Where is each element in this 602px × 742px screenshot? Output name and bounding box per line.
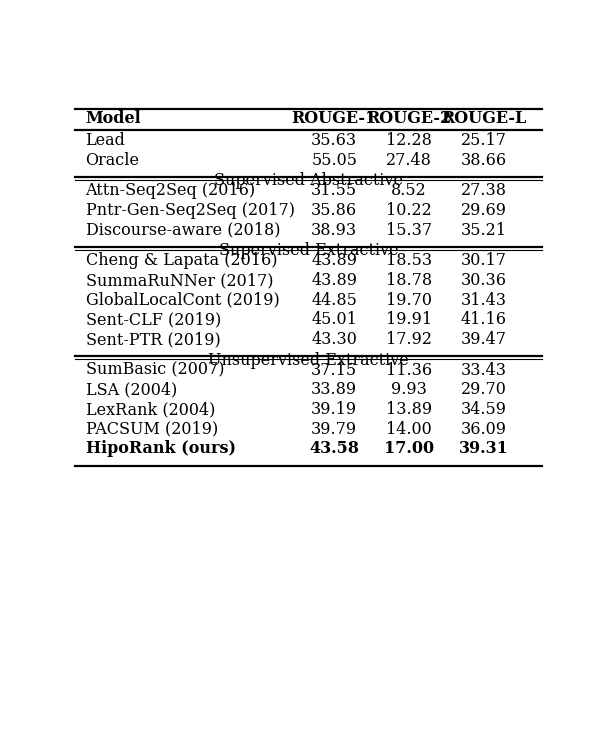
Text: 29.69: 29.69	[461, 202, 506, 219]
Text: 31.43: 31.43	[461, 292, 506, 309]
Text: 43.89: 43.89	[311, 272, 357, 289]
Text: 39.47: 39.47	[461, 331, 506, 348]
Text: 14.00: 14.00	[386, 421, 432, 438]
Text: 44.85: 44.85	[311, 292, 357, 309]
Text: 41.16: 41.16	[461, 312, 506, 328]
Text: LexRank (2004): LexRank (2004)	[85, 401, 215, 418]
Text: Discourse-aware (2018): Discourse-aware (2018)	[85, 222, 280, 239]
Text: 18.78: 18.78	[386, 272, 432, 289]
Text: ROUGE-L: ROUGE-L	[441, 111, 526, 127]
Text: 39.31: 39.31	[459, 441, 509, 457]
Text: Sent-PTR (2019): Sent-PTR (2019)	[85, 331, 220, 348]
Text: Attn-Seq2Seq (2016): Attn-Seq2Seq (2016)	[85, 183, 256, 199]
Text: 30.36: 30.36	[461, 272, 506, 289]
Text: 33.89: 33.89	[311, 381, 357, 398]
Text: Model: Model	[85, 111, 141, 127]
Text: Unsupervised Extractive: Unsupervised Extractive	[208, 352, 409, 369]
Text: 8.52: 8.52	[391, 183, 427, 199]
Text: 43.89: 43.89	[311, 252, 357, 269]
Text: 19.91: 19.91	[386, 312, 432, 328]
Text: 30.17: 30.17	[461, 252, 506, 269]
Text: 37.15: 37.15	[311, 361, 357, 378]
Text: 27.38: 27.38	[461, 183, 506, 199]
Text: HipoRank (ours): HipoRank (ours)	[85, 441, 235, 457]
Text: Sent-CLF (2019): Sent-CLF (2019)	[85, 312, 221, 328]
Text: 25.17: 25.17	[461, 132, 506, 149]
Text: Supervised Abstractive: Supervised Abstractive	[214, 172, 403, 189]
Text: ROUGE-2: ROUGE-2	[366, 111, 452, 127]
Text: 43.58: 43.58	[309, 441, 359, 457]
Text: 18.53: 18.53	[386, 252, 432, 269]
Text: 43.30: 43.30	[311, 331, 357, 348]
Text: 9.93: 9.93	[391, 381, 427, 398]
Text: 29.70: 29.70	[461, 381, 506, 398]
Text: 36.09: 36.09	[461, 421, 506, 438]
Text: 10.22: 10.22	[386, 202, 432, 219]
Text: 12.28: 12.28	[386, 132, 432, 149]
Text: 38.66: 38.66	[461, 151, 506, 168]
Text: 35.63: 35.63	[311, 132, 357, 149]
Text: 34.59: 34.59	[461, 401, 506, 418]
Text: 17.00: 17.00	[383, 441, 434, 457]
Text: 27.48: 27.48	[386, 151, 432, 168]
Text: Oracle: Oracle	[85, 151, 140, 168]
Text: 13.89: 13.89	[386, 401, 432, 418]
Text: LSA (2004): LSA (2004)	[85, 381, 177, 398]
Text: 38.93: 38.93	[311, 222, 357, 239]
Text: 35.21: 35.21	[461, 222, 506, 239]
Text: PACSUM (2019): PACSUM (2019)	[85, 421, 218, 438]
Text: Lead: Lead	[85, 132, 125, 149]
Text: ROUGE-1: ROUGE-1	[291, 111, 377, 127]
Text: Supervised Extractive: Supervised Extractive	[219, 243, 399, 259]
Text: 33.43: 33.43	[461, 361, 506, 378]
Text: 31.55: 31.55	[311, 183, 357, 199]
Text: SummaRuNNer (2017): SummaRuNNer (2017)	[85, 272, 273, 289]
Text: 11.36: 11.36	[386, 361, 432, 378]
Text: Pntr-Gen-Seq2Seq (2017): Pntr-Gen-Seq2Seq (2017)	[85, 202, 294, 219]
Text: 15.37: 15.37	[386, 222, 432, 239]
Text: 39.79: 39.79	[311, 421, 357, 438]
Text: 39.19: 39.19	[311, 401, 357, 418]
Text: 55.05: 55.05	[311, 151, 357, 168]
Text: SumBasic (2007): SumBasic (2007)	[85, 361, 224, 378]
Text: 35.86: 35.86	[311, 202, 357, 219]
Text: GlobalLocalCont (2019): GlobalLocalCont (2019)	[85, 292, 279, 309]
Text: 17.92: 17.92	[386, 331, 432, 348]
Text: Cheng & Lapata (2016): Cheng & Lapata (2016)	[85, 252, 277, 269]
Text: 45.01: 45.01	[311, 312, 357, 328]
Text: 19.70: 19.70	[386, 292, 432, 309]
